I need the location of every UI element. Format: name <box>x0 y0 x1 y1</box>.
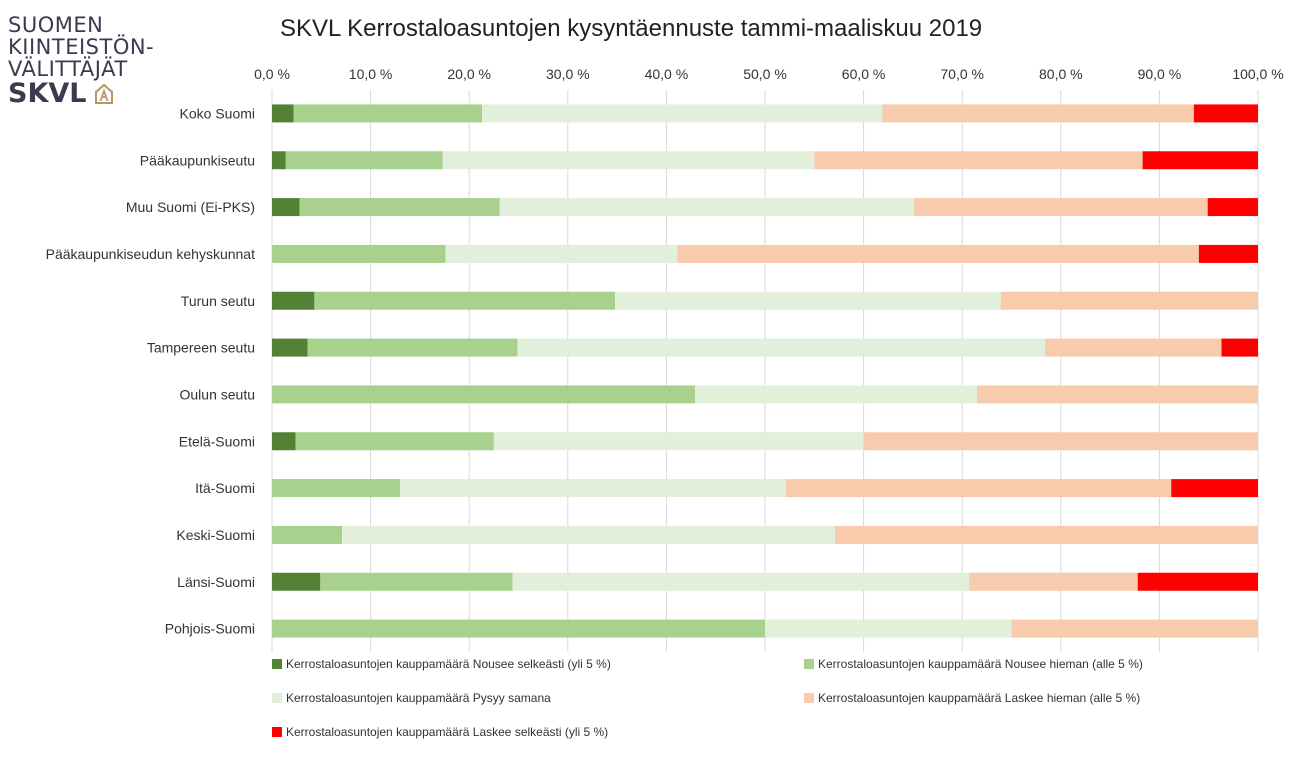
bar-segment <box>1045 338 1222 357</box>
legend-item: Kerrostaloasuntojen kauppamäärä Nousee s… <box>272 657 611 671</box>
bar-segment <box>615 291 1001 310</box>
category-label: Keski-Suomi <box>176 527 255 543</box>
bar-segment <box>272 432 296 451</box>
bar-segment <box>882 104 1194 123</box>
stacked-bar-chart: 0,0 % 10,0 % 20,0 % 30,0 % 40,0 % 50,0 % 60,0 … <box>46 66 1284 652</box>
legend-item: Kerrostaloasuntojen kauppamäärä Laskee h… <box>804 691 1140 705</box>
bar-segment <box>272 385 695 404</box>
bar-segment <box>1011 619 1258 638</box>
x-tick-label: 100,0 % <box>1232 66 1283 82</box>
bar-segment <box>295 432 494 451</box>
bar-segment <box>272 104 294 123</box>
category-label: Pohjois-Suomi <box>165 621 255 637</box>
category-label: Turun seutu <box>181 293 255 309</box>
bar-segment <box>272 338 308 357</box>
bar-segment <box>272 244 446 263</box>
logo-brand: SKVL <box>8 78 87 109</box>
category-label: Etelä-Suomi <box>179 433 255 449</box>
legend-label: Kerrostaloasuntojen kauppamäärä Nousee h… <box>818 657 1143 671</box>
bar-segment <box>913 198 1208 217</box>
legend-swatch <box>272 693 282 703</box>
bar-segment <box>1171 479 1258 498</box>
category-label: Pääkaupunkiseudun kehyskunnat <box>46 246 255 262</box>
legend-item: Kerrostaloasuntojen kauppamäärä Pysyy sa… <box>272 691 551 705</box>
x-tick-label: 20,0 % <box>447 66 491 82</box>
legend-label: Kerrostaloasuntojen kauppamäärä Pysyy sa… <box>286 691 551 705</box>
bar-segment <box>694 385 977 404</box>
bar-segment <box>314 291 616 310</box>
bar-segment <box>1207 198 1258 217</box>
bar-segment <box>272 525 343 544</box>
bar-segment <box>976 385 1258 404</box>
bar-segment <box>320 572 513 591</box>
x-tick-label: 30,0 % <box>546 66 590 82</box>
bar-segment <box>512 572 970 591</box>
bar-segment <box>400 479 786 498</box>
bar-segment <box>785 479 1172 498</box>
bar-segment <box>299 198 500 217</box>
bar-segment <box>1137 572 1258 591</box>
x-tick-label: 90,0 % <box>1138 66 1182 82</box>
bar-segment <box>517 338 1046 357</box>
bar-segment <box>677 244 1199 263</box>
bar-segment <box>285 151 443 170</box>
house-logo-icon <box>94 83 113 104</box>
bar-segment <box>272 151 286 170</box>
legend-swatch <box>272 659 282 669</box>
legend-swatch <box>272 727 282 737</box>
category-label: Oulun seutu <box>180 386 256 402</box>
x-tick-label: 80,0 % <box>1039 66 1083 82</box>
bar-segment <box>1142 151 1258 170</box>
bar-segment <box>969 572 1138 591</box>
bar-segment <box>835 525 1258 544</box>
bar-segment <box>1000 291 1258 310</box>
skvl-logo: SUOMEN KIINTEISTÖN- VÄLITTÄJÄT SKVL <box>8 14 178 124</box>
bar-segment <box>863 432 1258 451</box>
category-label: Muu Suomi (Ei-PKS) <box>126 199 255 215</box>
x-tick-label: 70,0 % <box>940 66 984 82</box>
legend-item: Kerrostaloasuntojen kauppamäärä Laskee s… <box>272 725 608 739</box>
chart-title: SKVL Kerrostaloasuntojen kysyntäennuste … <box>280 15 983 42</box>
bar-segment <box>765 619 1012 638</box>
chart-legend: Kerrostaloasuntojen kauppamäärä Nousee s… <box>272 657 1272 757</box>
bar-segment <box>499 198 914 217</box>
x-tick-label: 10,0 % <box>349 66 393 82</box>
legend-label: Kerrostaloasuntojen kauppamäärä Nousee s… <box>286 657 611 671</box>
x-tick-label: 0,0 % <box>254 66 290 82</box>
category-label: Koko Suomi <box>180 105 255 121</box>
bar-segment <box>307 338 518 357</box>
bar-segment <box>1198 244 1258 263</box>
bar-segment <box>272 291 315 310</box>
legend-swatch <box>804 693 814 703</box>
bar-segment <box>814 151 1143 170</box>
x-tick-label: 50,0 % <box>743 66 787 82</box>
bar-segment <box>1221 338 1258 357</box>
bar-segment <box>442 151 815 170</box>
logo-line-3: VÄLITTÄJÄT <box>8 57 128 81</box>
bar-segment <box>293 104 483 123</box>
bar-segment <box>342 525 836 544</box>
legend-swatch <box>804 659 814 669</box>
bar-segment <box>272 619 765 638</box>
bar-segment <box>1193 104 1258 123</box>
logo-line-2: KIINTEISTÖN- <box>8 35 155 59</box>
x-tick-label: 40,0 % <box>645 66 689 82</box>
bar-segment <box>272 479 401 498</box>
category-label: Pääkaupunkiseutu <box>140 152 255 168</box>
logo-line-1: SUOMEN <box>8 13 104 37</box>
category-label: Länsi-Suomi <box>177 574 255 590</box>
legend-label: Kerrostaloasuntojen kauppamäärä Laskee s… <box>286 725 609 739</box>
legend-label: Kerrostaloasuntojen kauppamäärä Laskee h… <box>818 691 1141 705</box>
bar-segment <box>493 432 864 451</box>
bar-segment <box>482 104 883 123</box>
bar-segment <box>272 572 321 591</box>
category-label: Itä-Suomi <box>195 480 255 496</box>
category-label: Tampereen seutu <box>147 340 255 356</box>
legend-item: Kerrostaloasuntojen kauppamäärä Nousee h… <box>804 657 1143 671</box>
bar-segment <box>272 198 300 217</box>
x-tick-label: 60,0 % <box>842 66 886 82</box>
bar-segment <box>445 244 678 263</box>
